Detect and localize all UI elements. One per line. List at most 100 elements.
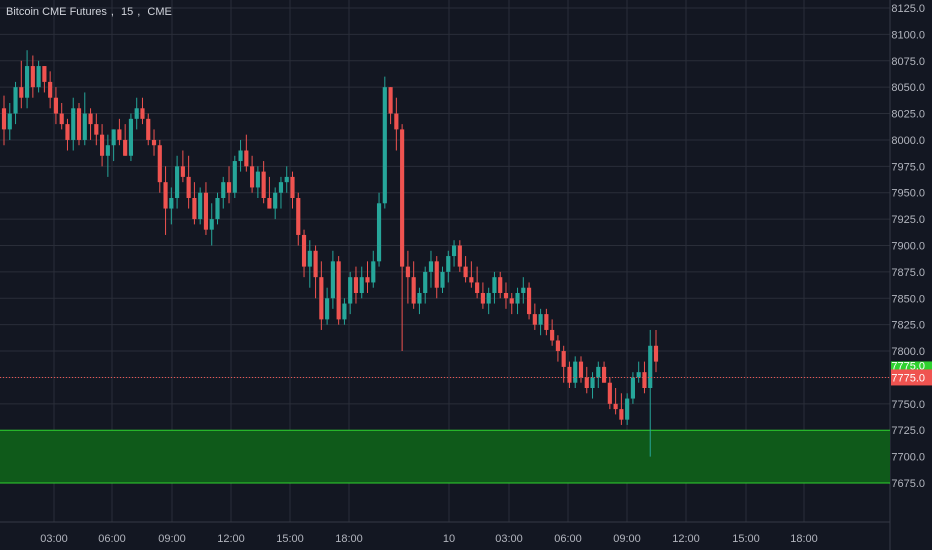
candle-body (388, 87, 393, 114)
candle-body (146, 118, 151, 140)
candle (36, 60, 41, 93)
candle (19, 60, 24, 109)
candles-layer (1, 50, 659, 457)
y-tick-label: 7825.0 (891, 320, 925, 332)
candle (567, 361, 572, 388)
candle-body (423, 271, 428, 293)
candle (544, 308, 549, 336)
candle (342, 298, 347, 325)
x-tick-label: 03:00 (40, 533, 68, 545)
candle (440, 266, 445, 293)
candle-body (400, 129, 405, 267)
symbol-name: Bitcoin CME Futures (6, 6, 107, 18)
candle (226, 166, 232, 204)
y-tick-label: 7975.0 (891, 161, 925, 173)
candle (509, 293, 514, 315)
candle (244, 134, 249, 172)
candle (290, 171, 295, 209)
candle-body (613, 403, 618, 410)
candle-body (284, 176, 289, 183)
candle (157, 139, 162, 193)
candle (203, 182, 209, 235)
candle (186, 155, 191, 209)
candle-body (648, 345, 653, 388)
candle-body (630, 377, 635, 399)
candle-body (76, 108, 82, 140)
candle (653, 329, 659, 373)
candle-body (169, 198, 174, 209)
candle-body (625, 398, 630, 420)
candle (596, 361, 601, 388)
candle-body (163, 182, 168, 209)
candle-body (215, 198, 220, 220)
candle-body (521, 287, 526, 293)
x-axis[interactable]: 03:00 06:00 09:00 12:00 15:00 18:00 10 03:00 06:… (40, 533, 818, 545)
y-tick-label: 8075.0 (891, 56, 925, 68)
candle (607, 377, 612, 410)
y-tick-label: 7950.0 (891, 188, 925, 200)
candle (613, 388, 618, 415)
candle-body (267, 198, 272, 209)
candle-body (250, 166, 255, 188)
candle (59, 103, 64, 130)
x-tick-label: 15:00 (732, 533, 760, 545)
candle (30, 55, 35, 98)
candle-body (42, 66, 47, 82)
x-tick-label: 06:00 (98, 533, 126, 545)
candle-body (330, 261, 335, 299)
candle-body (451, 245, 457, 257)
candle-body (261, 171, 266, 198)
x-tick-label: 12:00 (217, 533, 245, 545)
candle-body (382, 87, 387, 204)
candle (561, 345, 566, 383)
candle-body (348, 277, 353, 304)
chart-title: Bitcoin CME Futures, 15, CME (6, 6, 172, 18)
candle-body (123, 139, 128, 156)
y-tick-label: 7725.0 (891, 425, 925, 437)
candle (526, 282, 532, 320)
candle (319, 261, 324, 330)
candle-body (561, 351, 566, 367)
candle (192, 182, 197, 225)
candle (486, 287, 491, 315)
candle-body (457, 245, 462, 267)
candle-body (221, 182, 226, 198)
x-tick-label: 18:00 (790, 533, 818, 545)
candle (163, 166, 168, 235)
upper-badge-bg (891, 361, 932, 371)
y-axis[interactable]: 8125.0 8100.0 8075.0 8050.0 8025.0 8000.0 7975… (891, 3, 932, 490)
candle (105, 134, 110, 177)
candle-body (573, 361, 578, 383)
candle (578, 356, 584, 383)
candle-body (65, 124, 70, 140)
candle (278, 176, 284, 209)
candle-body (71, 108, 76, 140)
candle (140, 97, 145, 125)
candle-body (515, 293, 520, 304)
candle (400, 124, 405, 352)
candle (394, 97, 399, 151)
candle (428, 250, 434, 288)
candle-body (278, 182, 284, 193)
candle (515, 287, 520, 315)
zone-fill (0, 430, 890, 483)
candle-body (319, 277, 324, 320)
candle-body (359, 277, 364, 293)
x-tick-label: 09:00 (158, 533, 186, 545)
candle-body (434, 261, 439, 288)
y-tick-label: 7900.0 (891, 241, 925, 253)
candle-body (157, 145, 162, 183)
candle (353, 266, 359, 304)
candle-body (446, 256, 451, 272)
candle-body (636, 372, 641, 378)
x-tick-label: 15:00 (276, 533, 304, 545)
candle-body (82, 113, 87, 140)
candle (94, 113, 99, 146)
candle-body (492, 277, 497, 293)
last-price-label: 7775.0 (891, 372, 925, 384)
candle-body (117, 129, 122, 140)
candle-body (48, 81, 53, 98)
support-zone (0, 429, 890, 484)
candle (146, 113, 151, 146)
